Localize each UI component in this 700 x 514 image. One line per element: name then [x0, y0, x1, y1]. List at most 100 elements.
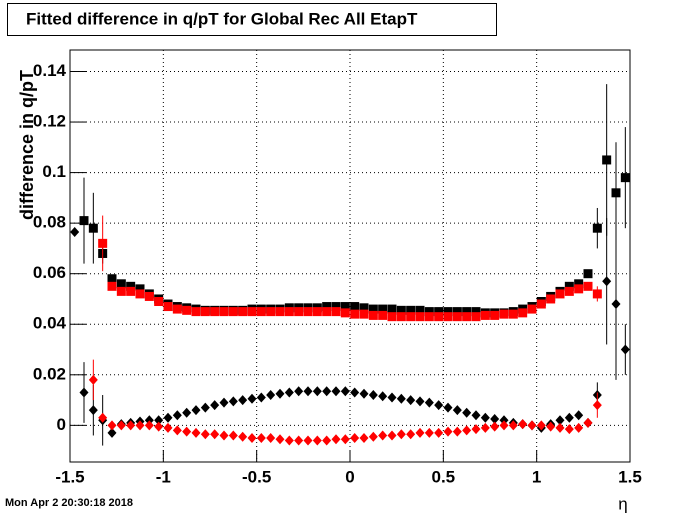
marker — [256, 307, 266, 317]
marker — [303, 386, 313, 397]
marker — [200, 402, 210, 413]
marker — [191, 427, 201, 438]
marker — [368, 310, 378, 320]
marker — [452, 426, 462, 437]
marker — [424, 397, 434, 408]
marker — [116, 286, 126, 296]
marker — [574, 284, 584, 294]
marker — [378, 304, 388, 314]
y-tick-label: 0 — [57, 415, 66, 434]
marker — [350, 432, 360, 443]
marker — [434, 312, 444, 322]
marker — [592, 223, 602, 233]
marker — [340, 434, 350, 445]
marker — [284, 387, 294, 398]
marker — [107, 281, 117, 291]
marker — [471, 410, 481, 421]
marker — [359, 309, 369, 319]
marker — [378, 430, 388, 441]
marker — [331, 386, 341, 397]
marker — [126, 420, 136, 431]
marker — [331, 434, 341, 445]
marker — [210, 400, 220, 411]
marker — [350, 387, 360, 398]
marker — [592, 289, 602, 299]
marker — [154, 415, 164, 426]
marker — [546, 421, 556, 432]
marker — [340, 302, 350, 312]
marker — [322, 435, 332, 446]
y-tick-label: 0.02 — [33, 364, 66, 383]
marker — [564, 424, 574, 435]
marker — [126, 281, 136, 291]
marker — [536, 420, 546, 431]
marker — [406, 305, 416, 315]
x-tick-label: 1 — [532, 467, 541, 486]
marker — [275, 434, 285, 445]
y-tick-label: 0.08 — [33, 213, 66, 232]
marker — [406, 395, 416, 406]
x-tick-label: 0 — [345, 467, 354, 486]
marker — [163, 422, 173, 433]
marker — [88, 223, 98, 233]
marker — [424, 312, 434, 322]
marker — [490, 414, 500, 425]
marker — [88, 405, 98, 416]
marker — [303, 435, 313, 446]
marker — [98, 412, 108, 423]
marker — [555, 289, 565, 299]
marker — [238, 431, 248, 442]
marker — [462, 312, 472, 322]
marker — [452, 307, 462, 317]
y-tick-label: 0.04 — [33, 314, 67, 333]
marker — [163, 302, 173, 312]
marker — [88, 374, 98, 385]
marker — [462, 407, 472, 418]
marker — [294, 435, 304, 446]
marker — [359, 303, 369, 313]
marker — [135, 289, 145, 299]
marker — [200, 307, 210, 317]
marker — [508, 420, 518, 431]
marker — [182, 426, 192, 437]
marker — [191, 405, 201, 416]
marker — [415, 427, 425, 438]
timestamp: Mon Apr 2 20:30:18 2018 — [5, 497, 133, 509]
marker — [238, 307, 248, 317]
x-tick-label: 1.5 — [618, 467, 642, 486]
marker — [378, 391, 388, 402]
marker — [219, 430, 229, 441]
marker — [256, 392, 266, 403]
marker — [135, 284, 145, 294]
x-tick-label: -1.5 — [55, 467, 84, 486]
marker — [378, 310, 388, 320]
marker — [116, 420, 126, 431]
marker — [546, 294, 556, 304]
marker — [434, 307, 444, 317]
marker — [210, 429, 220, 440]
y-tick-label: 0.14 — [33, 61, 67, 80]
marker — [266, 390, 276, 401]
marker — [406, 429, 416, 440]
marker — [480, 422, 490, 433]
marker — [238, 395, 248, 406]
marker — [322, 307, 332, 317]
x-axis-label: η — [618, 494, 627, 513]
marker — [499, 415, 509, 426]
marker — [555, 415, 565, 426]
marker — [303, 307, 313, 317]
marker — [350, 309, 360, 319]
marker — [480, 412, 490, 423]
marker — [434, 427, 444, 438]
marker — [294, 386, 304, 397]
marker — [107, 427, 117, 438]
y-tick-label: 0.06 — [33, 263, 66, 282]
marker — [228, 307, 238, 317]
marker — [228, 430, 238, 441]
marker — [116, 279, 126, 289]
marker — [564, 286, 574, 296]
marker — [350, 302, 360, 312]
marker — [415, 396, 425, 407]
marker — [322, 386, 332, 397]
marker — [340, 386, 350, 397]
